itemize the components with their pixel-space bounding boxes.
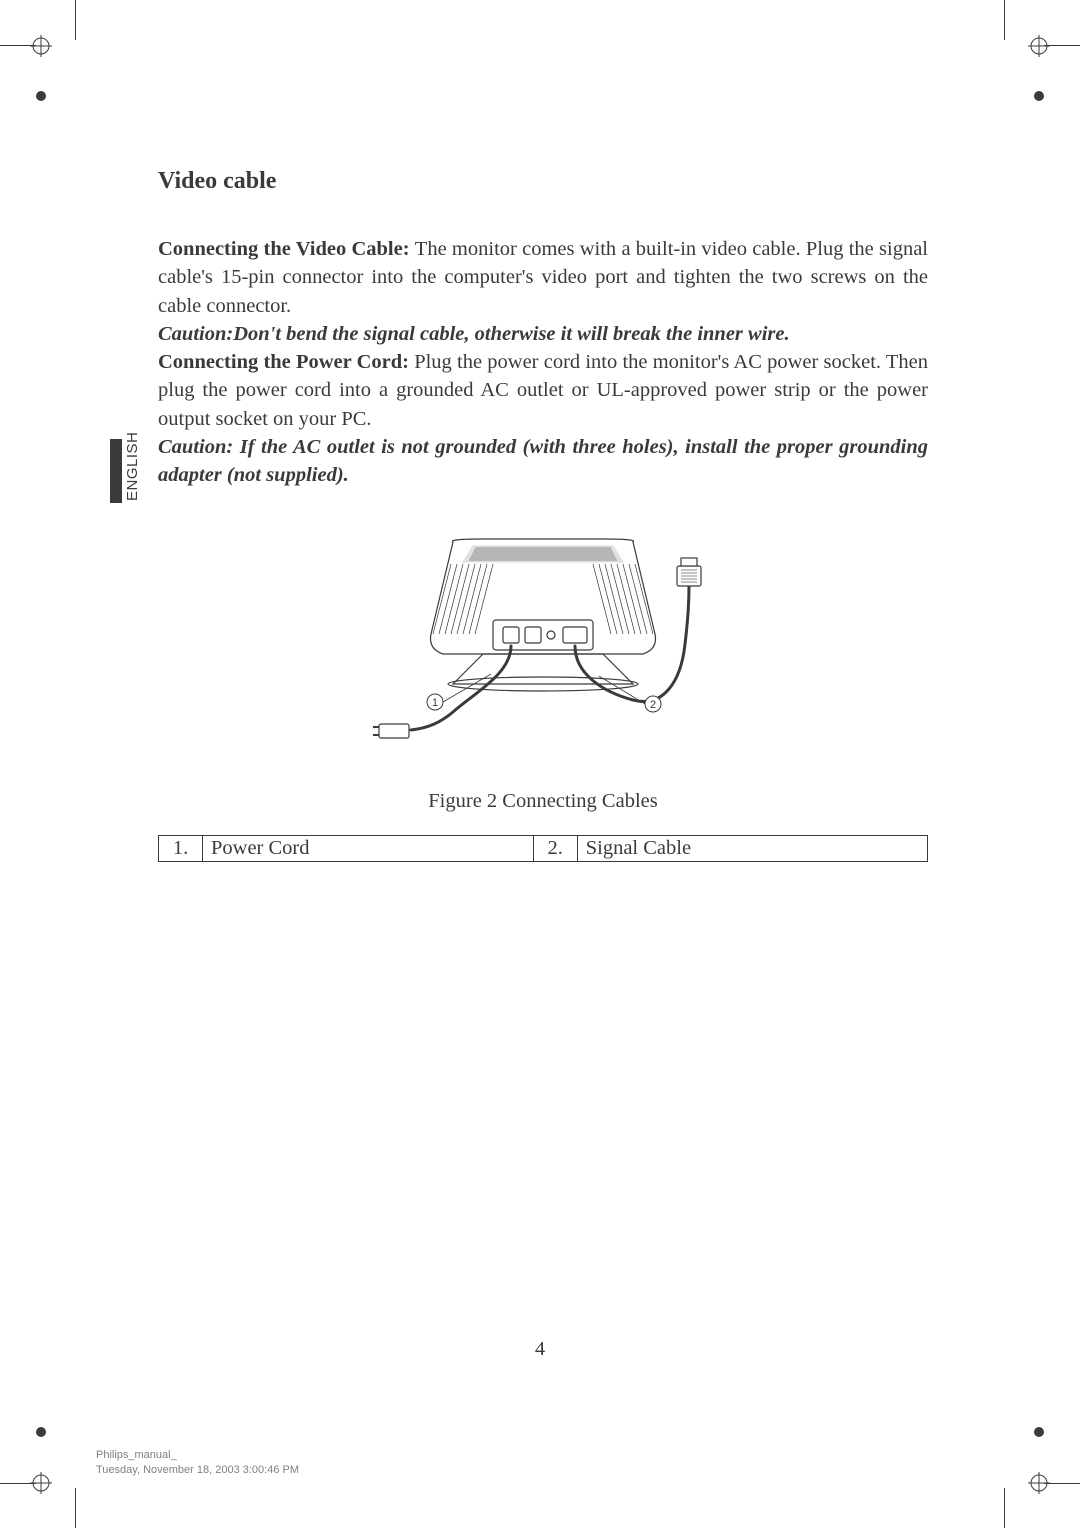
bleed-dot-tl — [35, 90, 47, 102]
paragraph-1: Connecting the Video Cable: The monitor … — [158, 235, 928, 320]
footer-line-1: Philips_manual_ — [96, 1448, 299, 1463]
p1-runin: Connecting the Video Cable: — [158, 238, 415, 260]
registration-mark-bl — [30, 1472, 52, 1494]
paragraph-3: Connecting the Power Cord: Plug the powe… — [158, 348, 928, 433]
bleed-dot-bl — [35, 1426, 47, 1438]
language-tab-bar — [110, 439, 122, 503]
legend-1-num: 1. — [159, 835, 203, 861]
p3-runin: Connecting the Power Cord: — [158, 351, 414, 373]
footer-line-2: Tuesday, November 18, 2003 3:00:46 PM — [96, 1463, 299, 1478]
paragraph-4-caution: Caution: If the AC outlet is not grounde… — [158, 433, 928, 490]
registration-mark-tr — [1028, 35, 1050, 57]
callout-2-text: 2 — [650, 699, 656, 711]
bleed-dot-tr — [1033, 90, 1045, 102]
legend-1-text: Power Cord — [203, 835, 534, 861]
figure-monitor-illustration: 1 2 — [333, 524, 753, 764]
trim-line-top-left-v — [75, 0, 76, 40]
figure-caption: Figure 2 Connecting Cables — [428, 790, 657, 813]
paragraph-2-caution: Caution:Don't bend the signal cable, oth… — [158, 320, 928, 348]
trim-line-top-right-v — [1004, 0, 1005, 40]
callout-1-text: 1 — [432, 697, 438, 709]
body-text: Connecting the Video Cable: The monitor … — [158, 235, 928, 490]
registration-mark-br — [1028, 1472, 1050, 1494]
page-title: Video cable — [158, 168, 928, 195]
legend-2-num: 2. — [533, 835, 577, 861]
bleed-dot-br — [1033, 1426, 1045, 1438]
legend-table: 1. Power Cord 2. Signal Cable — [158, 835, 928, 862]
figure-2: 1 2 Fi — [158, 524, 928, 813]
table-row: 1. Power Cord 2. Signal Cable — [159, 835, 928, 861]
language-tab-label: ENGLISH — [124, 432, 141, 501]
print-footer: Philips_manual_ Tuesday, November 18, 20… — [96, 1448, 299, 1479]
page-number: 4 — [0, 1338, 1080, 1361]
trim-line-bottom-right-v — [1004, 1488, 1005, 1528]
trim-line-bottom-left-v — [75, 1488, 76, 1528]
registration-mark-tl — [30, 35, 52, 57]
legend-2-text: Signal Cable — [577, 835, 927, 861]
page-content: Video cable Connecting the Video Cable: … — [158, 168, 928, 862]
